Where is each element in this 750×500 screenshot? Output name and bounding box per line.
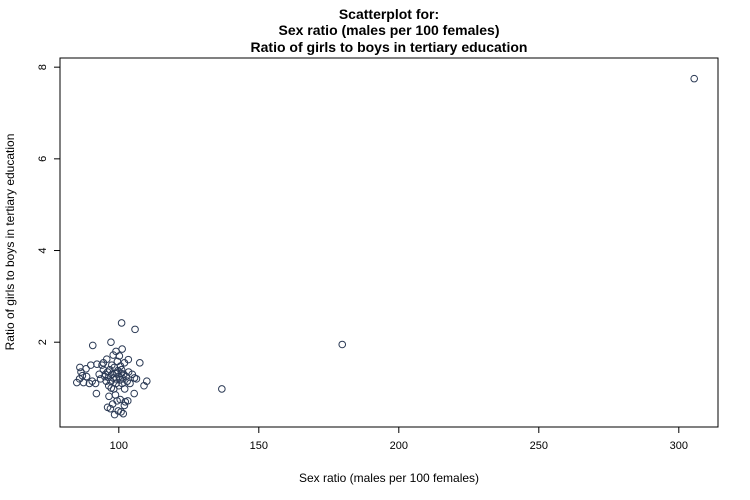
y-axis: 2 4 6 8 xyxy=(37,64,61,345)
data-point xyxy=(690,74,699,83)
data-point xyxy=(88,341,97,350)
data-point xyxy=(77,368,85,376)
data-point xyxy=(99,359,108,367)
plot-area-frame xyxy=(59,57,719,428)
data-point xyxy=(218,385,226,393)
data-point xyxy=(136,359,144,367)
y-tick-label: 8 xyxy=(37,64,49,70)
data-point xyxy=(106,365,114,374)
data-point xyxy=(92,389,101,398)
data-point xyxy=(103,368,112,376)
data-point xyxy=(338,340,347,349)
x-axis-label: Sex ratio (males per 100 females) xyxy=(299,471,479,485)
y-tick-label: 2 xyxy=(37,339,49,345)
data-point xyxy=(76,363,84,372)
data-point xyxy=(132,375,141,383)
data-point xyxy=(96,375,105,383)
chart-title: Scatterplot for: Sex ratio (males per 10… xyxy=(251,6,528,55)
data-point xyxy=(131,325,139,334)
y-axis-label: Ratio of girls to boys in tertiary educa… xyxy=(3,134,17,351)
data-point xyxy=(104,373,113,382)
data-point xyxy=(107,338,115,346)
chart-title-line-1: Scatterplot for: xyxy=(339,6,439,22)
data-point xyxy=(106,404,115,413)
chart-title-line-3: Ratio of girls to boys in tertiary educa… xyxy=(251,39,528,55)
y-tick-label: 4 xyxy=(37,247,49,253)
data-points xyxy=(73,74,699,419)
x-tick-label: 200 xyxy=(390,440,408,452)
x-tick-label: 150 xyxy=(250,440,268,452)
data-point xyxy=(119,409,128,418)
data-point xyxy=(91,379,100,388)
x-tick-label: 250 xyxy=(530,440,548,452)
data-point xyxy=(130,389,138,398)
x-tick-label: 100 xyxy=(110,440,128,452)
chart-title-line-2: Sex ratio (males per 100 females) xyxy=(278,22,499,38)
data-point xyxy=(116,395,124,404)
data-point xyxy=(120,401,129,410)
data-point xyxy=(117,319,126,327)
x-axis: 100 150 200 250 300 xyxy=(110,426,688,452)
data-point xyxy=(87,361,95,369)
data-point xyxy=(105,392,113,401)
x-tick-label: 300 xyxy=(670,440,688,452)
data-point xyxy=(110,410,119,419)
data-point xyxy=(128,370,137,379)
data-point xyxy=(126,379,134,388)
data-point xyxy=(82,372,91,381)
data-point xyxy=(108,361,116,369)
data-point xyxy=(117,369,126,378)
data-point xyxy=(73,378,81,387)
data-point xyxy=(119,375,127,383)
data-point xyxy=(117,365,126,374)
data-point xyxy=(115,352,124,360)
data-point xyxy=(118,345,126,353)
data-point xyxy=(140,381,148,390)
data-point xyxy=(116,362,125,370)
data-point xyxy=(117,408,125,416)
data-point xyxy=(120,385,129,393)
y-tick-label: 6 xyxy=(37,156,49,162)
